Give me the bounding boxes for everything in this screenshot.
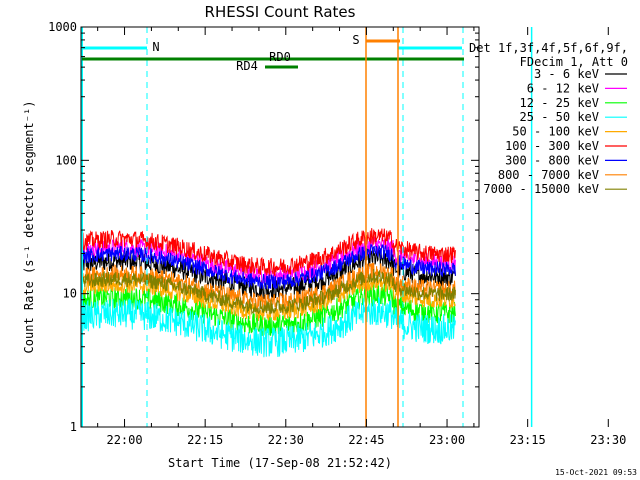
series-line-4 xyxy=(80,273,456,321)
series-layer xyxy=(80,228,456,358)
plot-frame xyxy=(80,26,480,428)
legend-entry-label: 300 - 800 keV xyxy=(505,153,599,167)
y-tick-label: 10 xyxy=(63,287,77,301)
night-label: N xyxy=(152,40,159,54)
overlay-layer: N RD0 RD4 S xyxy=(81,27,533,427)
footer-timestamp: 15-Oct-2021 09:53 xyxy=(555,468,637,477)
x-tick-label: 22:45 xyxy=(348,433,384,447)
y-axis-label: Count Rate (s⁻¹ detector segment⁻¹) xyxy=(22,101,36,354)
legend-entry-label: 50 - 100 keV xyxy=(512,125,599,139)
legend-header-line: Det 1f,3f,4f,5f,6f,9f, xyxy=(469,41,628,55)
x-tick-label: 23:30 xyxy=(590,433,626,447)
legend-entry-label: 800 - 7000 keV xyxy=(498,168,599,182)
legend-entry-label: 25 - 50 keV xyxy=(520,110,599,124)
x-tick-label: 22:00 xyxy=(106,433,142,447)
legend-entry-label: 100 - 300 keV xyxy=(505,139,599,153)
legend-header-line: FDecim 1, Att 0 xyxy=(520,55,628,69)
y-tick-label: 1000 xyxy=(48,20,77,34)
x-tick-label: 23:15 xyxy=(510,433,546,447)
chart-title: RHESSI Count Rates xyxy=(205,3,356,21)
y-tick-label: 100 xyxy=(55,153,77,167)
legend-entry-label: 7000 - 15000 keV xyxy=(483,182,599,196)
saa-label: S xyxy=(352,33,359,47)
legend-entry-label: 3 - 6 keV xyxy=(534,67,599,81)
rd4-label: RD4 xyxy=(236,59,258,73)
series-line-6 xyxy=(80,243,456,290)
legend: Det 1f,3f,4f,5f,6f,9f,FDecim 1, Att 03 -… xyxy=(469,41,628,196)
axis-layer: 1 10 100 1000 22:00 22:15 22:30 22:45 23:00 23:15… xyxy=(48,20,626,447)
rd0-label: RD0 xyxy=(269,50,291,64)
x-tick-label: 22:15 xyxy=(187,433,223,447)
legend-entry-label: 6 - 12 keV xyxy=(527,81,599,95)
series-line-3 xyxy=(80,296,456,358)
series-line-5 xyxy=(80,228,456,277)
x-tick-label: 23:00 xyxy=(429,433,465,447)
legend-entry-label: 12 - 25 keV xyxy=(520,96,599,110)
x-tick-label: 22:30 xyxy=(268,433,304,447)
y-tick-label: 1 xyxy=(70,420,77,434)
series-line-8 xyxy=(80,268,456,316)
x-axis-label: Start Time (17-Sep-08 21:52:42) xyxy=(168,456,392,470)
